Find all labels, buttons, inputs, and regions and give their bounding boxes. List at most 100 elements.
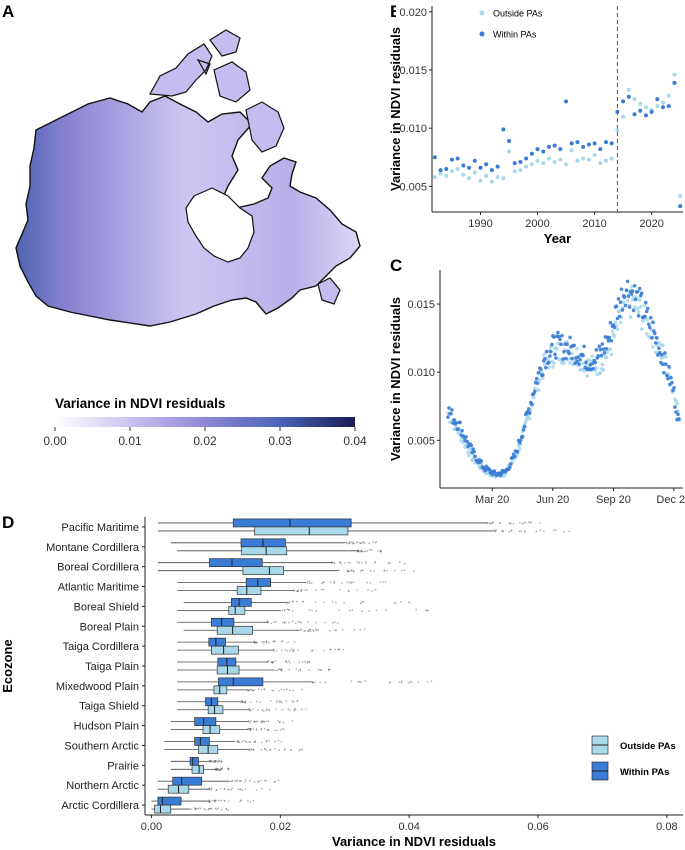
outlier-point xyxy=(407,601,410,603)
point-outside xyxy=(549,345,553,350)
outlier-point xyxy=(278,749,280,751)
outlier-point xyxy=(346,581,349,584)
point-outside xyxy=(512,169,517,174)
outlier-point xyxy=(518,530,521,532)
outlier-point xyxy=(301,588,303,591)
point-within xyxy=(643,113,648,118)
outlier-point xyxy=(215,767,217,770)
point-within xyxy=(568,335,572,340)
outlier-point xyxy=(249,688,252,691)
outlier-point xyxy=(204,808,207,811)
outlier-point xyxy=(341,582,343,584)
category-label: Southern Arctic xyxy=(64,740,139,752)
box-within xyxy=(194,737,210,746)
outlier-point xyxy=(209,761,212,763)
outlier-point xyxy=(285,700,288,702)
point-outside xyxy=(466,450,470,455)
outlier-point xyxy=(492,522,494,524)
point-within xyxy=(444,166,449,171)
outlier-point xyxy=(275,669,278,672)
outlier-point xyxy=(398,561,401,563)
point-within xyxy=(438,168,443,173)
point-within xyxy=(455,156,460,161)
outlier-point xyxy=(496,529,498,532)
point-within xyxy=(672,386,676,390)
point-outside xyxy=(570,351,574,356)
point-within xyxy=(632,112,637,117)
outlier-point xyxy=(339,561,341,563)
outlier-point xyxy=(393,569,396,572)
outlier-point xyxy=(304,660,306,663)
outlier-point xyxy=(287,708,290,710)
outlier-point xyxy=(260,688,263,691)
outlier-point xyxy=(254,641,257,644)
outlier-point xyxy=(524,530,526,532)
point-within xyxy=(515,449,520,454)
outlier-point xyxy=(281,640,284,642)
outlier-point xyxy=(252,799,255,802)
outlier-point xyxy=(281,727,284,730)
point-within xyxy=(582,344,586,349)
outlier-point xyxy=(247,799,249,802)
outlier-point xyxy=(375,541,378,543)
x-tick-label: 0.08 xyxy=(656,821,677,833)
point-outside xyxy=(621,300,626,305)
outlier-point xyxy=(331,601,334,603)
point-outside xyxy=(467,176,472,181)
outlier-point xyxy=(255,728,258,730)
outlier-point xyxy=(274,660,277,662)
outlier-point xyxy=(273,621,275,624)
outlier-point xyxy=(244,781,246,783)
outlier-point xyxy=(265,640,268,643)
outlier-point xyxy=(297,670,300,672)
outlier-point xyxy=(350,680,353,682)
point-within xyxy=(559,342,563,347)
outlier-point xyxy=(349,562,351,564)
point-within xyxy=(596,354,601,358)
outlier-point xyxy=(415,608,417,611)
outlier-point xyxy=(300,590,302,593)
outlier-point xyxy=(336,622,339,624)
outlier-point xyxy=(236,741,238,743)
box-outside xyxy=(202,725,221,734)
point-within xyxy=(597,344,602,349)
outlier-point xyxy=(348,570,350,573)
outlier-point xyxy=(356,550,359,553)
point-within xyxy=(471,447,475,451)
outlier-point xyxy=(219,787,222,790)
point-within xyxy=(606,338,611,343)
box-within xyxy=(208,637,226,647)
outlier-point xyxy=(257,709,259,711)
point-outside xyxy=(672,72,677,77)
point-within xyxy=(581,353,585,358)
box-outside xyxy=(242,566,284,576)
point-within xyxy=(572,343,576,348)
point-outside xyxy=(484,173,489,178)
outlier-point xyxy=(529,521,531,524)
outlier-point xyxy=(292,601,295,603)
point-outside xyxy=(449,169,454,174)
point-within xyxy=(607,335,612,340)
outlier-point xyxy=(302,600,304,603)
outlier-point xyxy=(410,681,413,684)
outlier-point xyxy=(266,729,269,731)
point-outside xyxy=(569,148,574,153)
point-outside xyxy=(455,166,460,171)
point-within xyxy=(609,141,614,146)
point-within xyxy=(518,438,523,443)
outlier-point xyxy=(275,701,278,703)
outlier-point xyxy=(359,542,362,544)
point-within xyxy=(564,356,568,361)
y-axis-title: Ecozone xyxy=(0,639,15,692)
outlier-point xyxy=(361,601,364,603)
point-within xyxy=(548,354,552,358)
outlier-point xyxy=(342,648,345,651)
point-outside xyxy=(609,156,614,161)
outlier-point xyxy=(315,610,318,612)
outlier-point xyxy=(289,749,292,751)
point-outside xyxy=(562,361,566,366)
point-within xyxy=(447,406,451,410)
point-outside xyxy=(524,164,529,169)
point-within xyxy=(604,347,609,351)
point-within xyxy=(512,454,517,459)
